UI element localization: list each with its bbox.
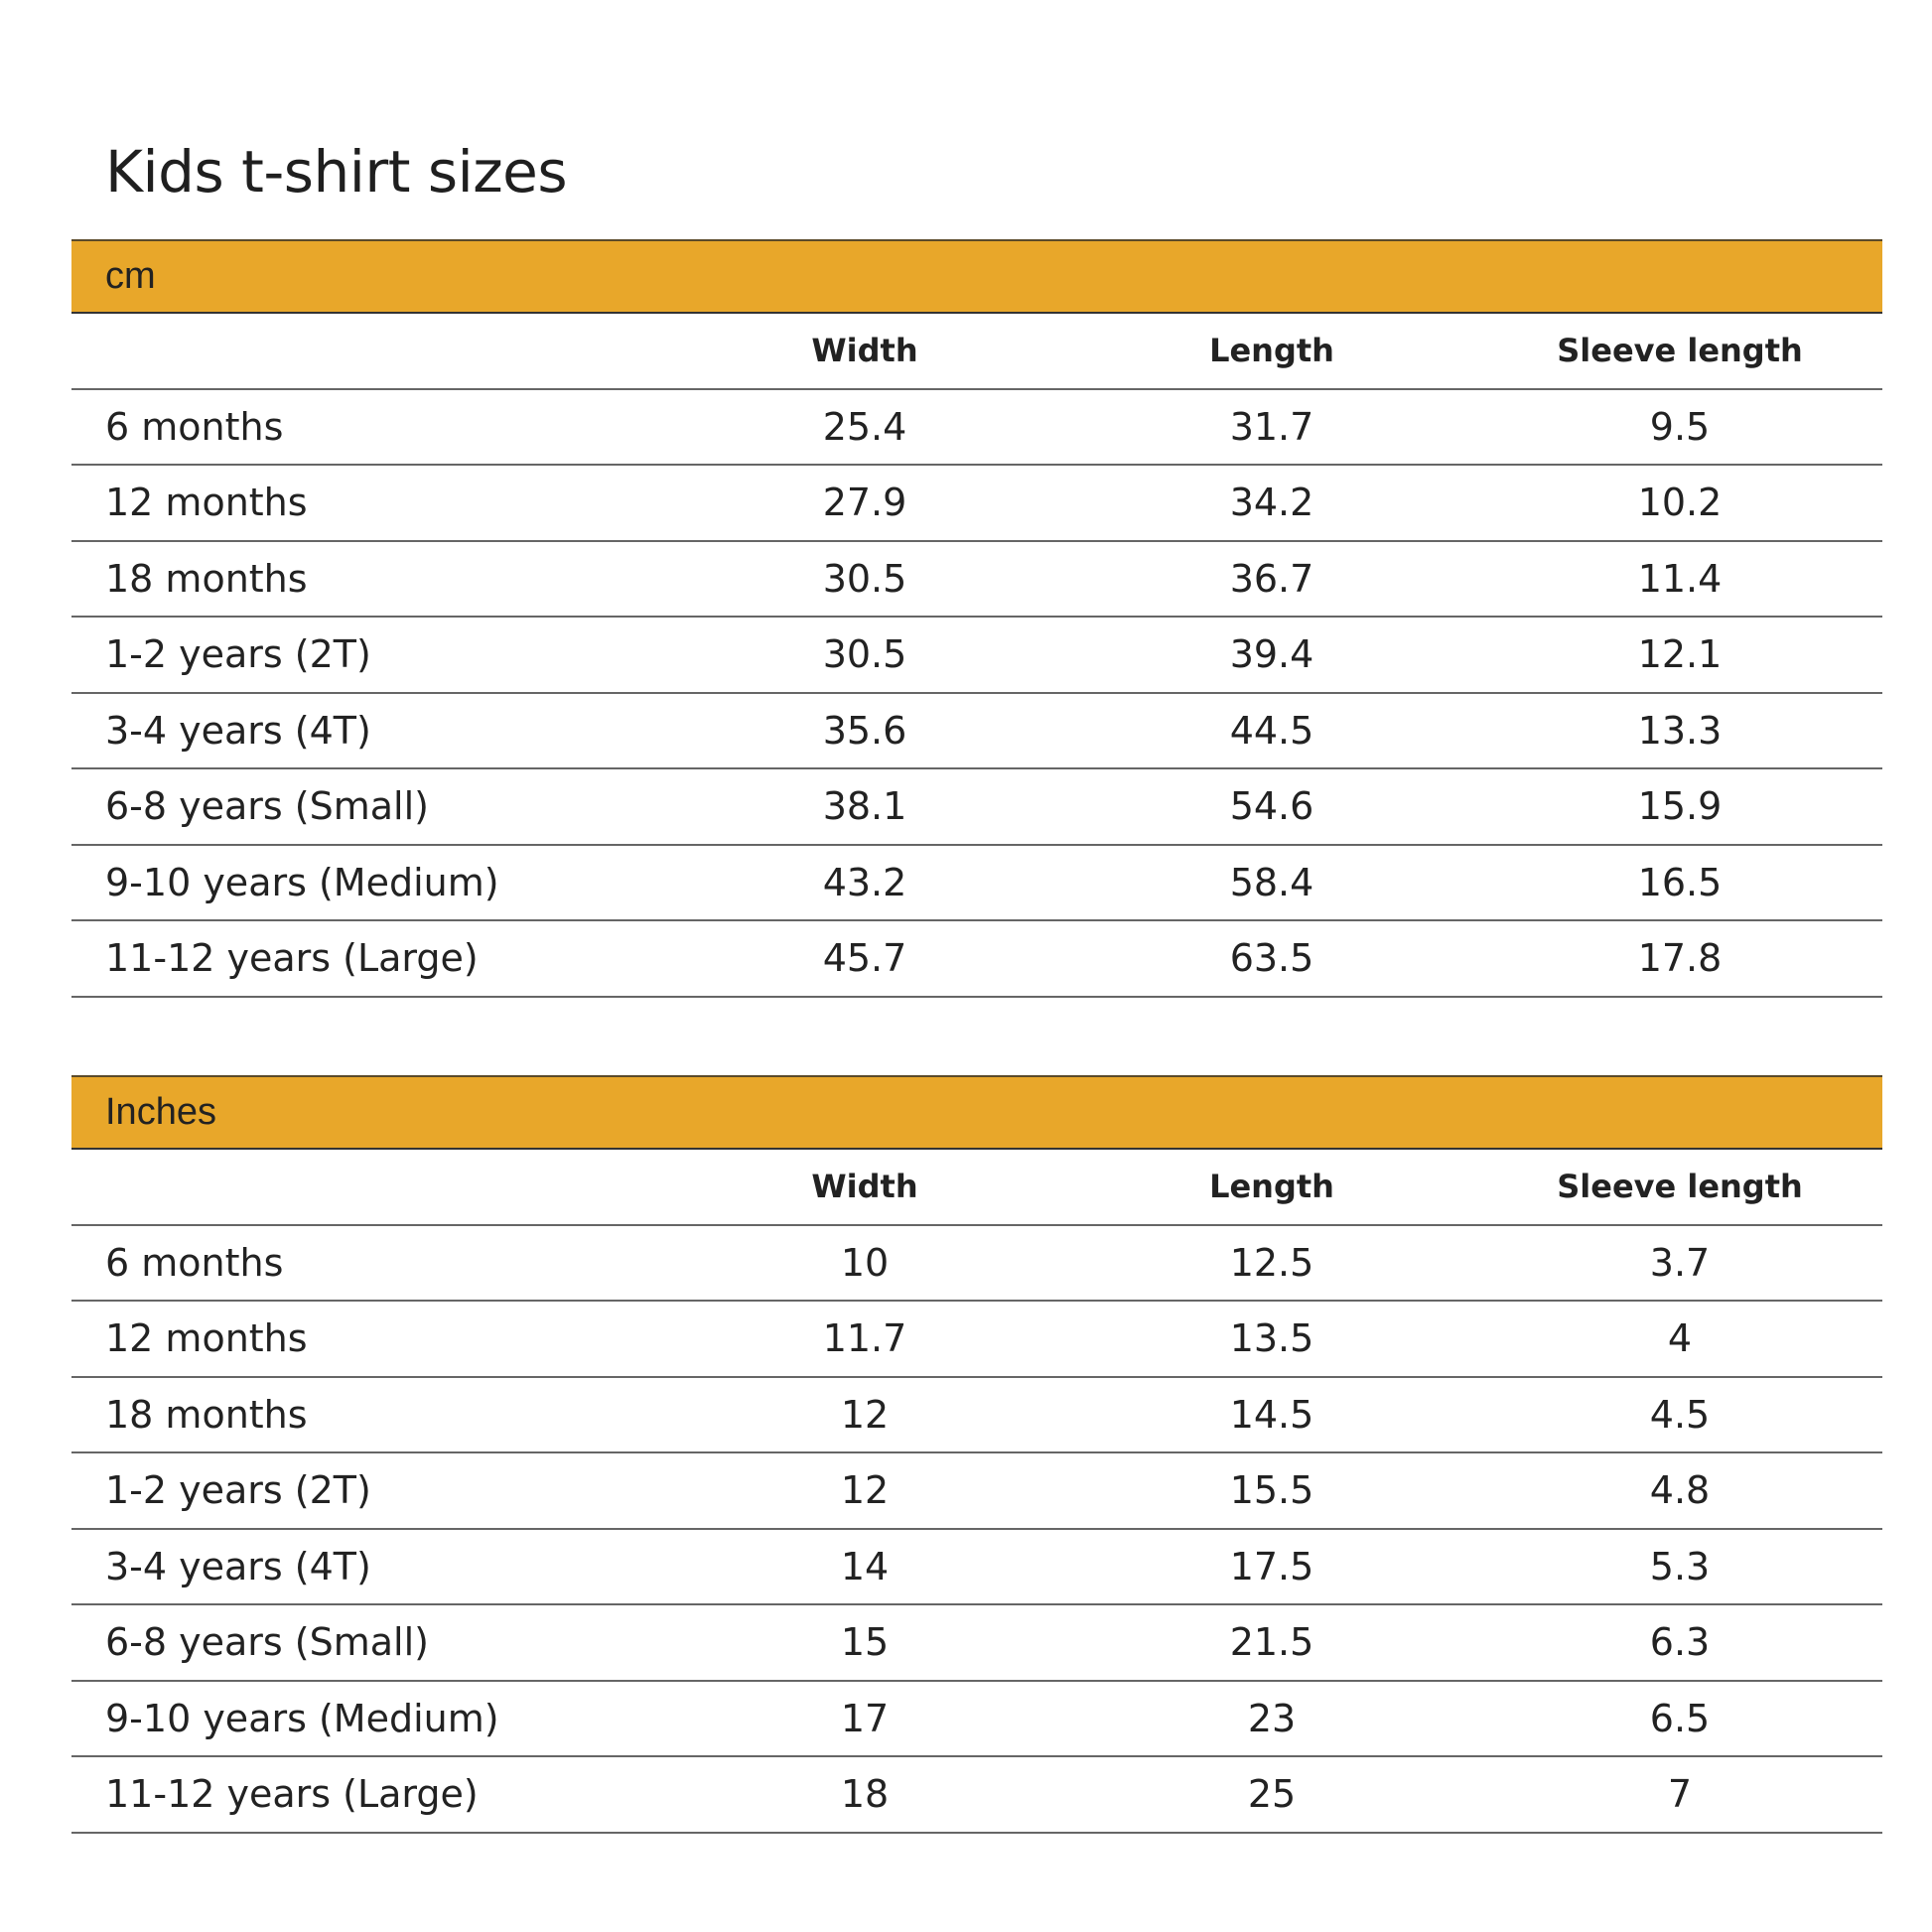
size-label: 6-8 years (Small) xyxy=(105,1620,429,1665)
size-label: 3-4 years (4T) xyxy=(105,1544,371,1588)
size-label: 1-2 years (2T) xyxy=(105,632,371,677)
measurement-cell: 4.5 xyxy=(1649,1392,1711,1437)
measurement-cell: 15.5 xyxy=(1229,1468,1314,1513)
measurement-cell: 38.1 xyxy=(822,784,907,829)
table-row: 6-8 years (Small) 38.1 54.6 15.9 xyxy=(71,769,1882,846)
size-label: 6 months xyxy=(105,404,284,449)
size-label: 6 months xyxy=(105,1240,284,1285)
size-label: 1-2 years (2T) xyxy=(105,1468,371,1513)
measurement-cell: 54.6 xyxy=(1229,784,1314,829)
measurement-cell: 17 xyxy=(840,1696,890,1740)
measurement-cell: 25 xyxy=(1247,1772,1297,1817)
column-header: Sleeve length xyxy=(1557,1168,1803,1206)
measurement-cell: 18 xyxy=(840,1772,890,1817)
measurement-cell: 30.5 xyxy=(822,632,907,677)
measurement-cell: 12.1 xyxy=(1637,632,1723,677)
measurement-cell: 63.5 xyxy=(1229,936,1314,981)
table-row: 18 months 12 14.5 4.5 xyxy=(71,1378,1882,1453)
measurement-cell: 13.5 xyxy=(1229,1316,1314,1361)
measurement-cell: 12 xyxy=(840,1468,890,1513)
column-header-row: Width Length Sleeve length xyxy=(71,1150,1882,1226)
table-row: 3-4 years (4T) 35.6 44.5 13.3 xyxy=(71,694,1882,769)
table-row: 12 months 11.7 13.5 4 xyxy=(71,1302,1882,1378)
measurement-cell: 14 xyxy=(840,1544,890,1588)
column-header: Length xyxy=(1209,332,1334,370)
unit-header: Inches xyxy=(71,1075,1882,1150)
unit-label: cm xyxy=(105,255,156,297)
unit-label: Inches xyxy=(105,1091,216,1133)
measurement-cell: 4.8 xyxy=(1649,1468,1711,1513)
measurement-cell: 58.4 xyxy=(1229,860,1314,904)
unit-header: cm xyxy=(71,239,1882,314)
measurement-cell: 45.7 xyxy=(822,936,907,981)
size-label: 9-10 years (Medium) xyxy=(105,860,499,904)
size-label: 6-8 years (Small) xyxy=(105,784,429,829)
measurement-cell: 25.4 xyxy=(822,404,907,449)
measurement-cell: 15 xyxy=(840,1620,890,1665)
table-row: 12 months 27.9 34.2 10.2 xyxy=(71,466,1882,542)
measurement-cell: 43.2 xyxy=(822,860,907,904)
measurement-cell: 39.4 xyxy=(1229,632,1314,677)
measurement-cell: 27.9 xyxy=(822,481,907,525)
measurement-cell: 44.5 xyxy=(1229,708,1314,753)
table-row: 11-12 years (Large) 18 25 7 xyxy=(71,1757,1882,1834)
measurement-cell: 9.5 xyxy=(1649,404,1711,449)
column-header-row: Width Length Sleeve length xyxy=(71,314,1882,390)
measurement-cell: 21.5 xyxy=(1229,1620,1314,1665)
measurement-cell: 5.3 xyxy=(1649,1544,1711,1588)
page-title: Kids t-shirt sizes xyxy=(105,137,568,206)
table-row: 6-8 years (Small) 15 21.5 6.3 xyxy=(71,1605,1882,1682)
measurement-cell: 17.5 xyxy=(1229,1544,1314,1588)
column-header: Sleeve length xyxy=(1557,332,1803,370)
measurement-cell: 6.5 xyxy=(1649,1696,1711,1740)
measurement-cell: 36.7 xyxy=(1229,556,1314,601)
measurement-cell: 10.2 xyxy=(1637,481,1723,525)
column-header: Width xyxy=(811,1168,918,1206)
table-row: 3-4 years (4T) 14 17.5 5.3 xyxy=(71,1530,1882,1605)
measurement-cell: 31.7 xyxy=(1229,404,1314,449)
table-row: 9-10 years (Medium) 43.2 58.4 16.5 xyxy=(71,846,1882,921)
measurement-cell: 15.9 xyxy=(1637,784,1723,829)
table-row: 9-10 years (Medium) 17 23 6.5 xyxy=(71,1682,1882,1757)
measurement-cell: 6.3 xyxy=(1649,1620,1711,1665)
size-label: 18 months xyxy=(105,1392,308,1437)
table-row: 18 months 30.5 36.7 11.4 xyxy=(71,542,1882,618)
size-table-cm: cm Width Length Sleeve length 6 months 25.4 31… xyxy=(71,239,1882,998)
table-row: 1-2 years (2T) 30.5 39.4 12.1 xyxy=(71,618,1882,694)
measurement-cell: 3.7 xyxy=(1649,1240,1711,1285)
measurement-cell: 11.4 xyxy=(1637,556,1723,601)
measurement-cell: 13.3 xyxy=(1637,708,1723,753)
table-row: 11-12 years (Large) 45.7 63.5 17.8 xyxy=(71,921,1882,998)
column-header: Length xyxy=(1209,1168,1334,1206)
table-row: 6 months 25.4 31.7 9.5 xyxy=(71,390,1882,466)
measurement-cell: 30.5 xyxy=(822,556,907,601)
measurement-cell: 10 xyxy=(840,1240,890,1285)
measurement-cell: 11.7 xyxy=(822,1316,907,1361)
column-header: Width xyxy=(811,332,918,370)
size-table-inches: Inches Width Length Sleeve length 6 months 10… xyxy=(71,1075,1882,1834)
measurement-cell: 12.5 xyxy=(1229,1240,1314,1285)
measurement-cell: 14.5 xyxy=(1229,1392,1314,1437)
size-label: 3-4 years (4T) xyxy=(105,708,371,753)
measurement-cell: 17.8 xyxy=(1637,936,1723,981)
measurement-cell: 35.6 xyxy=(822,708,907,753)
size-label: 18 months xyxy=(105,556,308,601)
size-label: 9-10 years (Medium) xyxy=(105,1696,499,1740)
size-label: 11-12 years (Large) xyxy=(105,1772,479,1817)
measurement-cell: 7 xyxy=(1667,1772,1693,1817)
size-label: 12 months xyxy=(105,481,308,525)
size-label: 11-12 years (Large) xyxy=(105,936,479,981)
table-row: 6 months 10 12.5 3.7 xyxy=(71,1226,1882,1302)
table-row: 1-2 years (2T) 12 15.5 4.8 xyxy=(71,1453,1882,1530)
measurement-cell: 16.5 xyxy=(1637,860,1723,904)
measurement-cell: 4 xyxy=(1667,1316,1693,1361)
measurement-cell: 12 xyxy=(840,1392,890,1437)
measurement-cell: 34.2 xyxy=(1229,481,1314,525)
size-label: 12 months xyxy=(105,1316,308,1361)
measurement-cell: 23 xyxy=(1247,1696,1297,1740)
